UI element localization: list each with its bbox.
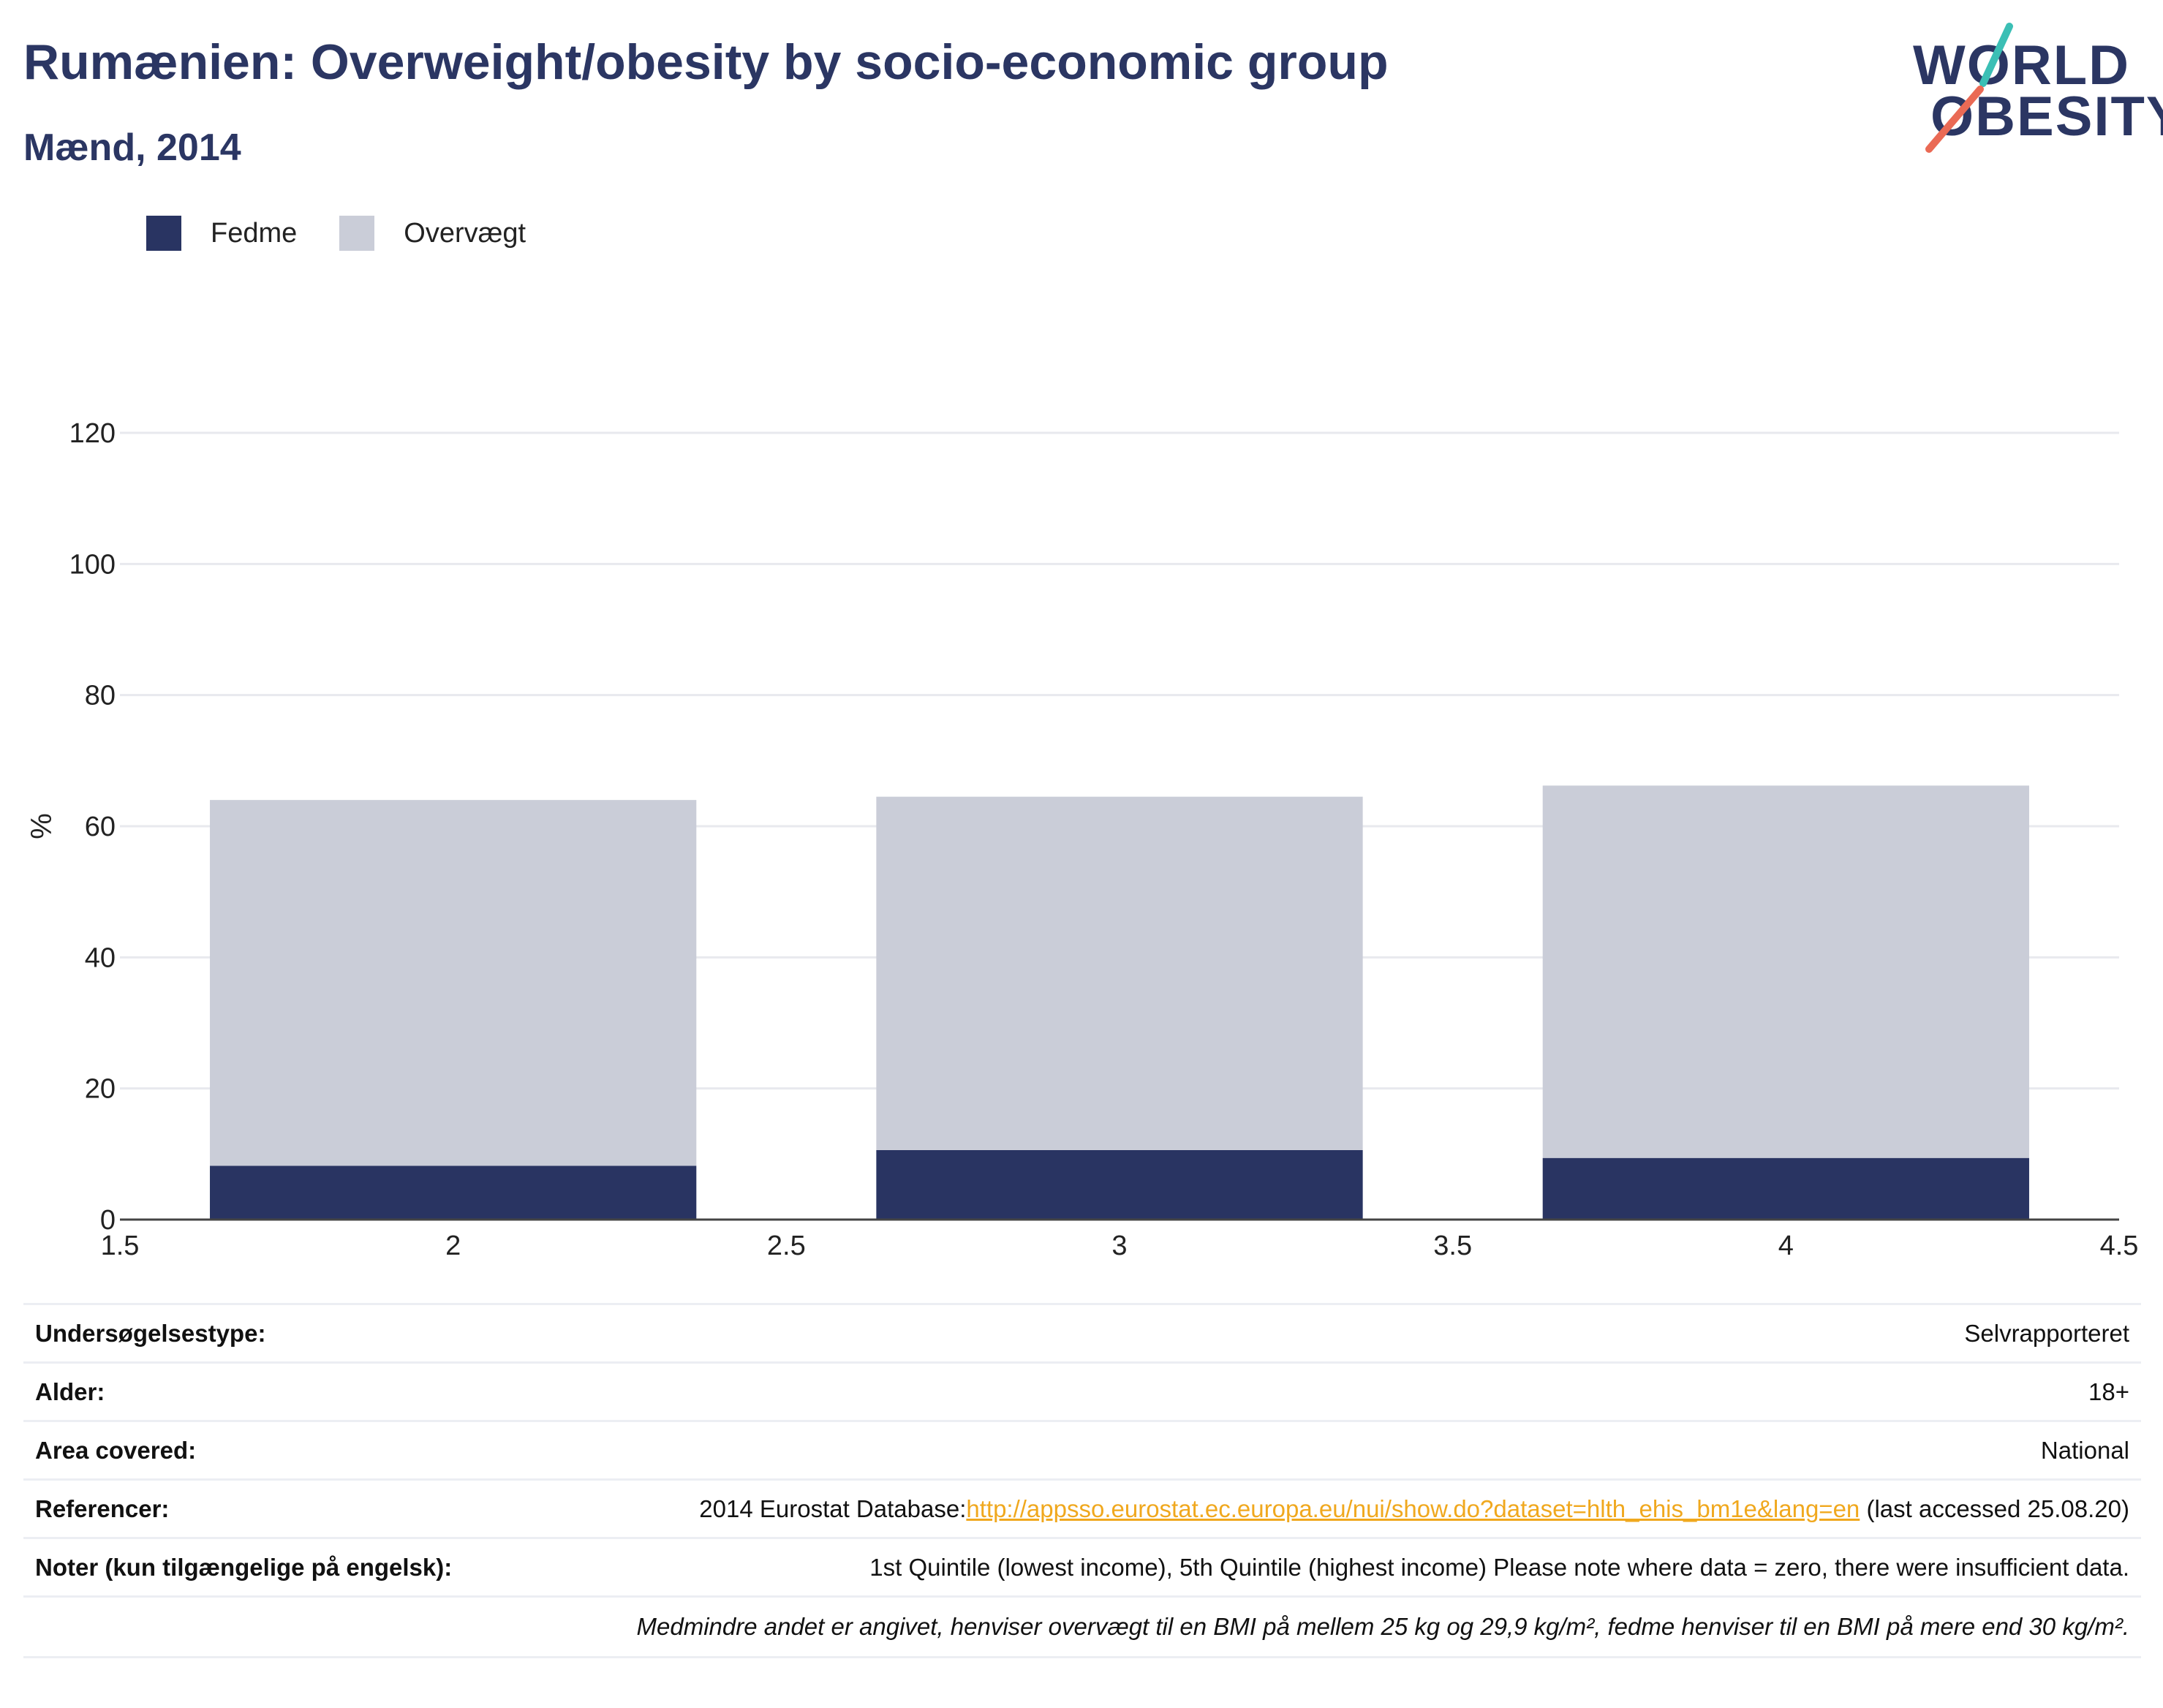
legend-label-overvaegt: Overvægt [404,217,526,249]
references-prefix: 2014 Eurostat Database: [699,1494,967,1522]
legend-swatch-overvaegt [339,216,375,251]
age-label: Alder: [35,1378,105,1405]
notes-value: 1st Quintile (lowest income), 5th Quinti… [869,1553,2129,1581]
x-tick-label: 2.5 [767,1231,806,1261]
info-row-definition: Medmindre andet er angivet, henviser ove… [23,1595,2141,1658]
bar-fedme [210,1165,697,1220]
area-value: National [2040,1436,2129,1464]
info-table: Undersøgelsestype: Selvrapporteret Alder… [23,1303,2141,1658]
bar-overvaegt [210,800,697,1166]
chart-subtitle: Mænd, 2014 [23,126,241,169]
definition-note: Medmindre andet er angivet, henviser ove… [636,1613,2129,1640]
bar-fedme [1542,1157,2029,1220]
y-tick-label: 20 [85,1074,116,1105]
y-tick-label: 0 [100,1205,116,1236]
legend-item-fedme[interactable]: Fedme [146,216,297,251]
world-obesity-logo: WORLD OBESITY [1901,22,2163,161]
bar-fedme [876,1149,1363,1220]
references-link[interactable]: http://appsso.eurostat.ec.europa.eu/nui/… [966,1494,1860,1522]
x-tick-label: 3 [1111,1231,1127,1261]
chart-legend: Fedme Overvægt [146,216,568,251]
info-row-notes: Noter (kun tilgængelige på engelsk): 1st… [23,1537,2141,1595]
legend-label-fedme: Fedme [211,217,298,249]
info-row-area: Area covered: National [23,1420,2141,1478]
references-label: Referencer: [35,1494,170,1522]
chart-title: Rumænien: Overweight/obesity by socio-ec… [23,34,1389,90]
y-tick-label: 120 [69,418,116,449]
info-row-survey-type: Undersøgelsestype: Selvrapporteret [23,1303,2141,1361]
x-tick-label: 4.5 [2100,1231,2139,1261]
x-tick-label: 2 [445,1231,461,1261]
y-tick-label: 80 [85,681,116,711]
y-tick-label: 40 [85,942,116,973]
y-tick-label: 60 [85,812,116,842]
x-tick-label: 1.5 [101,1231,140,1261]
age-value: 18+ [2088,1378,2129,1405]
legend-item-overvaegt[interactable]: Overvægt [339,216,526,251]
y-tick-label: 100 [69,549,116,580]
references-suffix: (last accessed 25.08.20) [1860,1494,2129,1522]
references-value: 2014 Eurostat Database:http://appsso.eur… [699,1495,2129,1523]
bar-overvaegt [876,796,1363,1150]
bar-overvaegt [1542,785,2029,1158]
x-tick-label: 3.5 [1433,1231,1472,1261]
y-axis-label: % [26,813,58,839]
legend-swatch-fedme [146,216,181,251]
bar-chart: 0 20 40 60 80 100 120 1.5 2 2.5 3 3.5 4 4.5% [26,418,2139,1261]
notes-label: Noter (kun tilgængelige på engelsk): [35,1553,453,1581]
info-row-age: Alder: 18+ [23,1361,2141,1420]
logo-line-1: WORLD [1913,34,2131,97]
logo-slash-icon [1925,23,2013,153]
info-row-references: Referencer: 2014 Eurostat Database:http:… [23,1478,2141,1537]
survey-type-value: Selvrapporteret [1964,1319,2129,1347]
area-label: Area covered: [35,1436,197,1464]
survey-type-label: Undersøgelsestype: [35,1319,266,1347]
x-tick-label: 4 [1778,1231,1794,1261]
